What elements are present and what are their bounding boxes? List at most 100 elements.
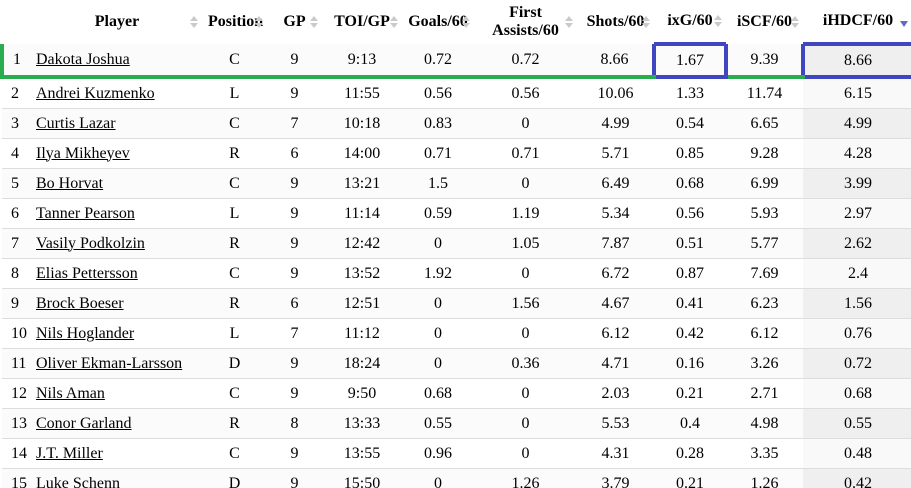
column-label-gp: GP (283, 13, 306, 30)
cell-gp: 9 (267, 258, 322, 289)
cell-goals60: 0 (402, 228, 474, 259)
cell-gp: 9 (267, 468, 322, 488)
cell-goals60: 0.72 (402, 44, 474, 79)
cell-player: Brock Boeser (32, 288, 202, 319)
player-link[interactable]: Vasily Podkolzin (36, 234, 145, 252)
player-link[interactable]: Elias Pettersson (36, 264, 138, 282)
cell-position: C (202, 44, 267, 79)
cell-position: C (202, 168, 267, 199)
cell-ixg60: 0.54 (654, 108, 726, 139)
player-link[interactable]: Conor Garland (36, 414, 132, 432)
player-link[interactable]: Andrei Kuzmenko (36, 84, 155, 102)
column-label-ixg60: ixG/60 (667, 12, 713, 29)
player-link[interactable]: J.T. Miller (36, 444, 103, 462)
column-header-position[interactable]: Position (202, 0, 267, 44)
column-header-gp[interactable]: GP (267, 0, 322, 44)
sort-toggle-icon (462, 16, 470, 28)
column-header-iscf60[interactable]: iSCF/60 (726, 0, 803, 44)
column-label-player: Player (94, 13, 140, 30)
cell-iscf60: 6.65 (726, 108, 803, 139)
cell-rank: 10 (2, 318, 32, 349)
sort-toggle-icon (791, 16, 799, 28)
cell-ixg60: 0.4 (654, 408, 726, 439)
player-link[interactable]: Bo Horvat (36, 174, 104, 192)
cell-position: D (202, 468, 267, 488)
column-header-fa60[interactable]: First Assists/60 (474, 0, 577, 44)
cell-goals60: 0.96 (402, 438, 474, 469)
cell-ixg60: 0.87 (654, 258, 726, 289)
table-row: 10 Nils Hoglander L 7 11:12 0 0 6.12 0.42 6.12 0.7… (2, 318, 911, 349)
column-label-position: Position (208, 13, 264, 30)
cell-fa60: 0 (474, 258, 577, 289)
cell-iscf60: 6.23 (726, 288, 803, 319)
cell-ihdcf60: 0.48 (803, 438, 911, 469)
cell-player: Conor Garland (32, 408, 202, 439)
sort-toggle-icon (190, 16, 198, 28)
cell-iscf60: 6.99 (726, 168, 803, 199)
sort-toggle-icon (565, 16, 573, 28)
cell-ixg60: 1.33 (654, 76, 726, 109)
cell-position: L (202, 318, 267, 349)
cell-fa60: 0.72 (474, 44, 577, 79)
cell-iscf60: 5.93 (726, 198, 803, 229)
cell-rank: 14 (2, 438, 32, 469)
cell-shots60: 8.66 (577, 44, 654, 79)
cell-player: Elias Pettersson (32, 258, 202, 289)
cell-toi: 18:24 (322, 348, 402, 379)
cell-fa60: 1.05 (474, 228, 577, 259)
cell-gp: 9 (267, 228, 322, 259)
player-link[interactable]: Nils Hoglander (36, 324, 135, 342)
cell-shots60: 5.71 (577, 138, 654, 169)
cell-player: J.T. Miller (32, 438, 202, 469)
cell-fa60: 1.26 (474, 468, 577, 488)
cell-gp: 8 (267, 408, 322, 439)
column-header-goals60[interactable]: Goals/60 (402, 0, 474, 44)
player-link[interactable]: Luke Schenn (36, 474, 120, 488)
cell-ihdcf60: 3.99 (803, 168, 911, 199)
cell-gp: 9 (267, 348, 322, 379)
sort-toggle-icon (642, 16, 650, 28)
player-link[interactable]: Tanner Pearson (36, 204, 135, 222)
cell-fa60: 1.19 (474, 198, 577, 229)
cell-shots60: 6.72 (577, 258, 654, 289)
cell-shots60: 4.67 (577, 288, 654, 319)
cell-player: Nils Aman (32, 378, 202, 409)
player-link[interactable]: Nils Aman (36, 384, 105, 402)
column-header-ixg60[interactable]: ixG/60 (654, 0, 726, 44)
cell-rank: 7 (2, 228, 32, 259)
cell-ixg60: 0.21 (654, 378, 726, 409)
cell-player: Oliver Ekman-Larsson (32, 348, 202, 379)
cell-ihdcf60: 0.42 (803, 468, 911, 488)
cell-player: Ilya Mikheyev (32, 138, 202, 169)
cell-ihdcf60: 0.76 (803, 318, 911, 349)
cell-position: D (202, 348, 267, 379)
player-link[interactable]: Curtis Lazar (36, 114, 116, 132)
sort-descending-icon (900, 21, 908, 28)
sort-toggle-icon (714, 15, 722, 27)
cell-position: C (202, 108, 267, 139)
column-header-toi[interactable]: TOI/GP (322, 0, 402, 44)
cell-player: Curtis Lazar (32, 108, 202, 139)
column-header-shots60[interactable]: Shots/60 (577, 0, 654, 44)
cell-ixg60: 0.41 (654, 288, 726, 319)
player-link[interactable]: Ilya Mikheyev (36, 144, 130, 162)
cell-goals60: 0 (402, 348, 474, 379)
cell-rank: 4 (2, 138, 32, 169)
cell-goals60: 1.92 (402, 258, 474, 289)
table-row: 8 Elias Pettersson C 9 13:52 1.92 0 6.72 0.87 7.6… (2, 258, 911, 289)
cell-shots60: 6.12 (577, 318, 654, 349)
cell-rank: 5 (2, 168, 32, 199)
player-link[interactable]: Oliver Ekman-Larsson (36, 354, 183, 372)
cell-rank: 11 (2, 348, 32, 379)
cell-toi: 11:55 (322, 76, 402, 109)
cell-rank: 2 (2, 76, 32, 109)
column-label-shots60: Shots/60 (586, 13, 645, 30)
column-header-player[interactable]: Player (32, 0, 202, 44)
cell-position: L (202, 198, 267, 229)
player-link[interactable]: Brock Boeser (36, 294, 124, 312)
cell-position: R (202, 288, 267, 319)
column-header-ihdcf60[interactable]: iHDCF/60 (803, 0, 911, 44)
cell-ixg60: 0.51 (654, 228, 726, 259)
player-link[interactable]: Dakota Joshua (36, 50, 130, 68)
cell-player: Vasily Podkolzin (32, 228, 202, 259)
